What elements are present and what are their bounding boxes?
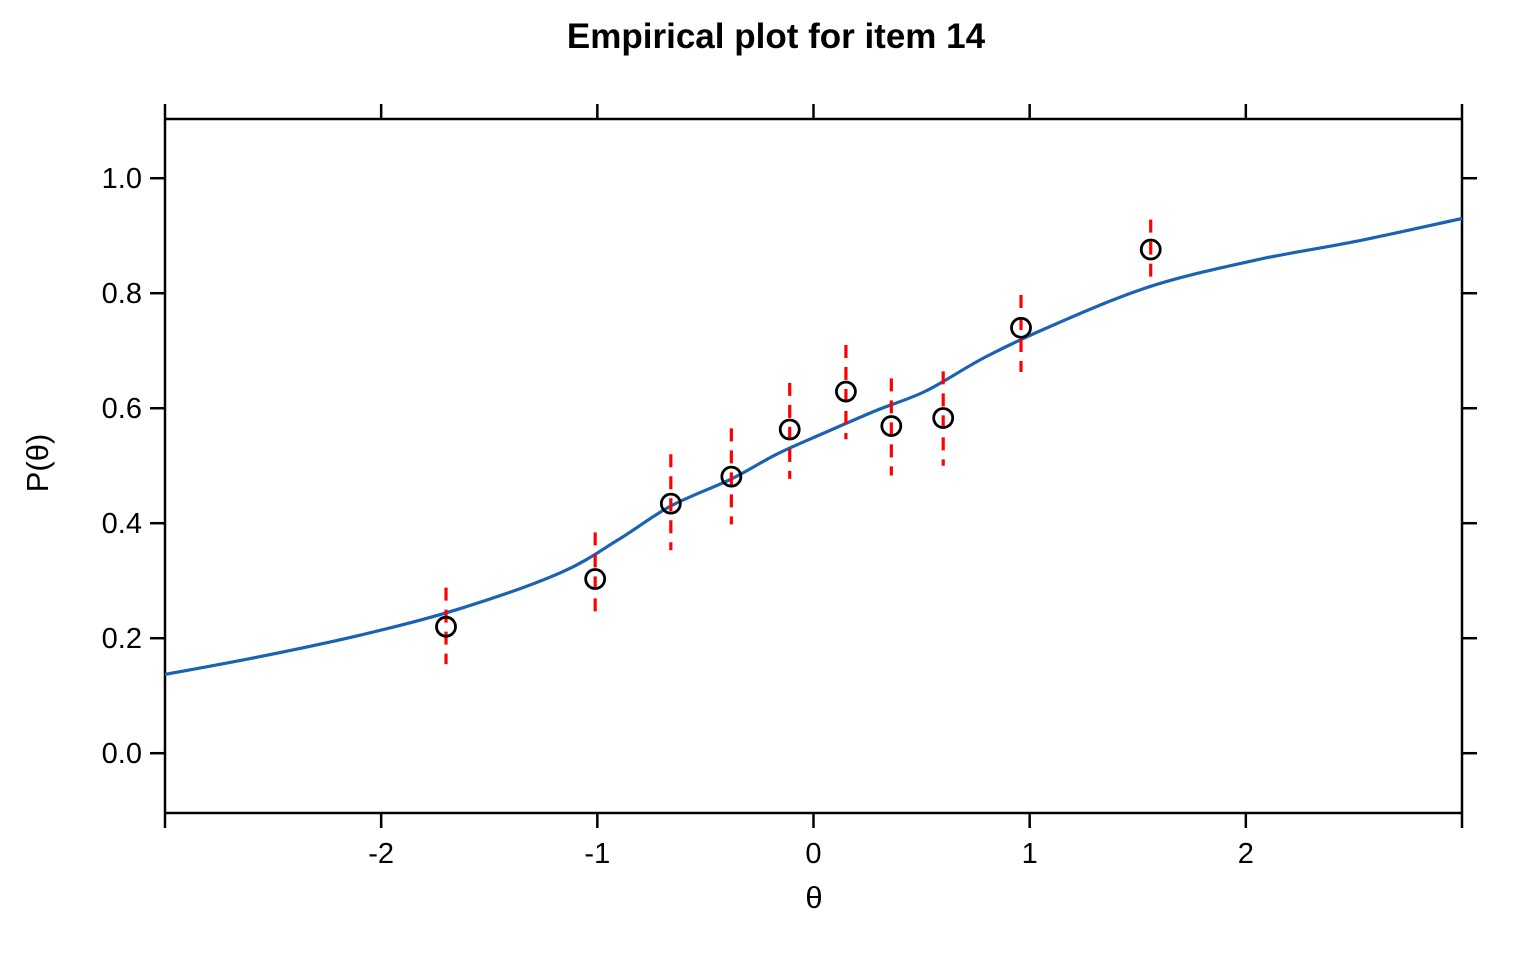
data-point — [1010, 316, 1032, 339]
x-tick-label: -2 — [368, 838, 394, 870]
x-tick-label: 1 — [1022, 838, 1038, 870]
y-tick-label: 1.0 — [102, 163, 142, 195]
icc-curve — [164, 216, 1463, 676]
x-tick-label: -1 — [584, 838, 610, 870]
data-point — [835, 380, 857, 403]
data-point — [659, 492, 682, 515]
y-tick-label: 0.4 — [102, 508, 142, 540]
data-point — [584, 568, 607, 590]
y-tick-label: 0.8 — [102, 278, 142, 310]
x-tick-label: 0 — [805, 838, 821, 870]
plot-title: Empirical plot for item 14 — [567, 17, 986, 56]
y-tick-label: 0.6 — [102, 393, 142, 425]
y-tick-label: 0.0 — [102, 738, 142, 770]
data-point — [778, 418, 801, 441]
data-point — [435, 615, 457, 638]
data-point — [1139, 238, 1162, 261]
axes-group: -2 -1 0 1 2 0.0 0.2 0.4 0.6 0.8 1.0 — [102, 104, 1477, 870]
x-tick-label: 2 — [1238, 838, 1254, 870]
x-axis-label: θ — [805, 880, 822, 915]
y-axis-label: P(θ) — [20, 434, 55, 493]
data-point — [880, 415, 903, 437]
data-series-group — [164, 216, 1463, 676]
y-tick-label: 0.2 — [102, 623, 142, 655]
data-point — [932, 407, 955, 429]
data-point — [720, 465, 743, 488]
